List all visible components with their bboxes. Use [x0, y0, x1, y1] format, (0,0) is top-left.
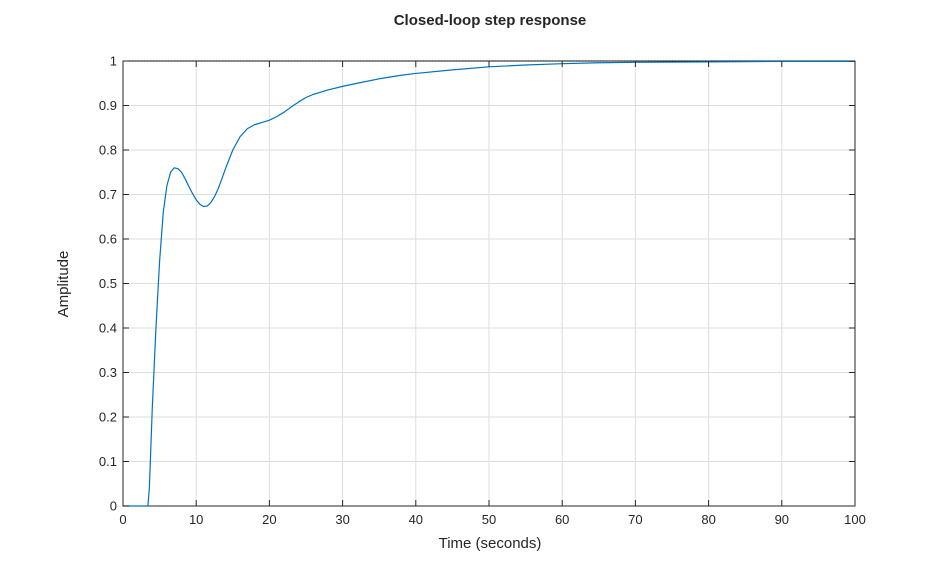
y-tick-label: 0.4	[99, 321, 117, 336]
x-tick-label: 40	[409, 512, 423, 527]
y-tick-label: 0.9	[99, 98, 117, 113]
x-tick-label: 80	[701, 512, 715, 527]
y-axis-label: Amplitude	[55, 251, 72, 318]
y-tick-label: 0	[110, 499, 117, 514]
x-tick-label: 30	[335, 512, 349, 527]
x-tick-label: 90	[775, 512, 789, 527]
x-tick-label: 60	[555, 512, 569, 527]
y-tick-label: 0.8	[99, 143, 117, 158]
y-tick-label: 0.5	[99, 276, 117, 291]
step-response-line	[123, 60, 855, 507]
series-layer	[123, 60, 855, 507]
x-tick-label: 70	[628, 512, 642, 527]
y-tick-label: 0.2	[99, 410, 117, 425]
x-axis-ticks: 0 10 20 30 40 50 60 70 80 90 100	[119, 61, 866, 527]
y-tick-label: 0.1	[99, 454, 117, 469]
x-tick-label: 50	[482, 512, 496, 527]
x-tick-label: 10	[189, 512, 203, 527]
y-tick-label: 0.6	[99, 232, 117, 247]
x-tick-label: 20	[262, 512, 276, 527]
x-axis-label: Time (seconds)	[439, 535, 542, 552]
y-tick-label: 0.3	[99, 365, 117, 380]
y-axis-ticks: 0 0.1 0.2 0.3 0.4 0.5 0.6 0.7 0.8 0.9 1	[99, 54, 855, 514]
y-tick-label: 1	[110, 54, 117, 69]
y-tick-label: 0.7	[99, 187, 117, 202]
x-tick-label: 0	[119, 512, 126, 527]
chart-title: Closed-loop step response	[394, 12, 587, 29]
x-tick-label: 100	[844, 512, 866, 527]
